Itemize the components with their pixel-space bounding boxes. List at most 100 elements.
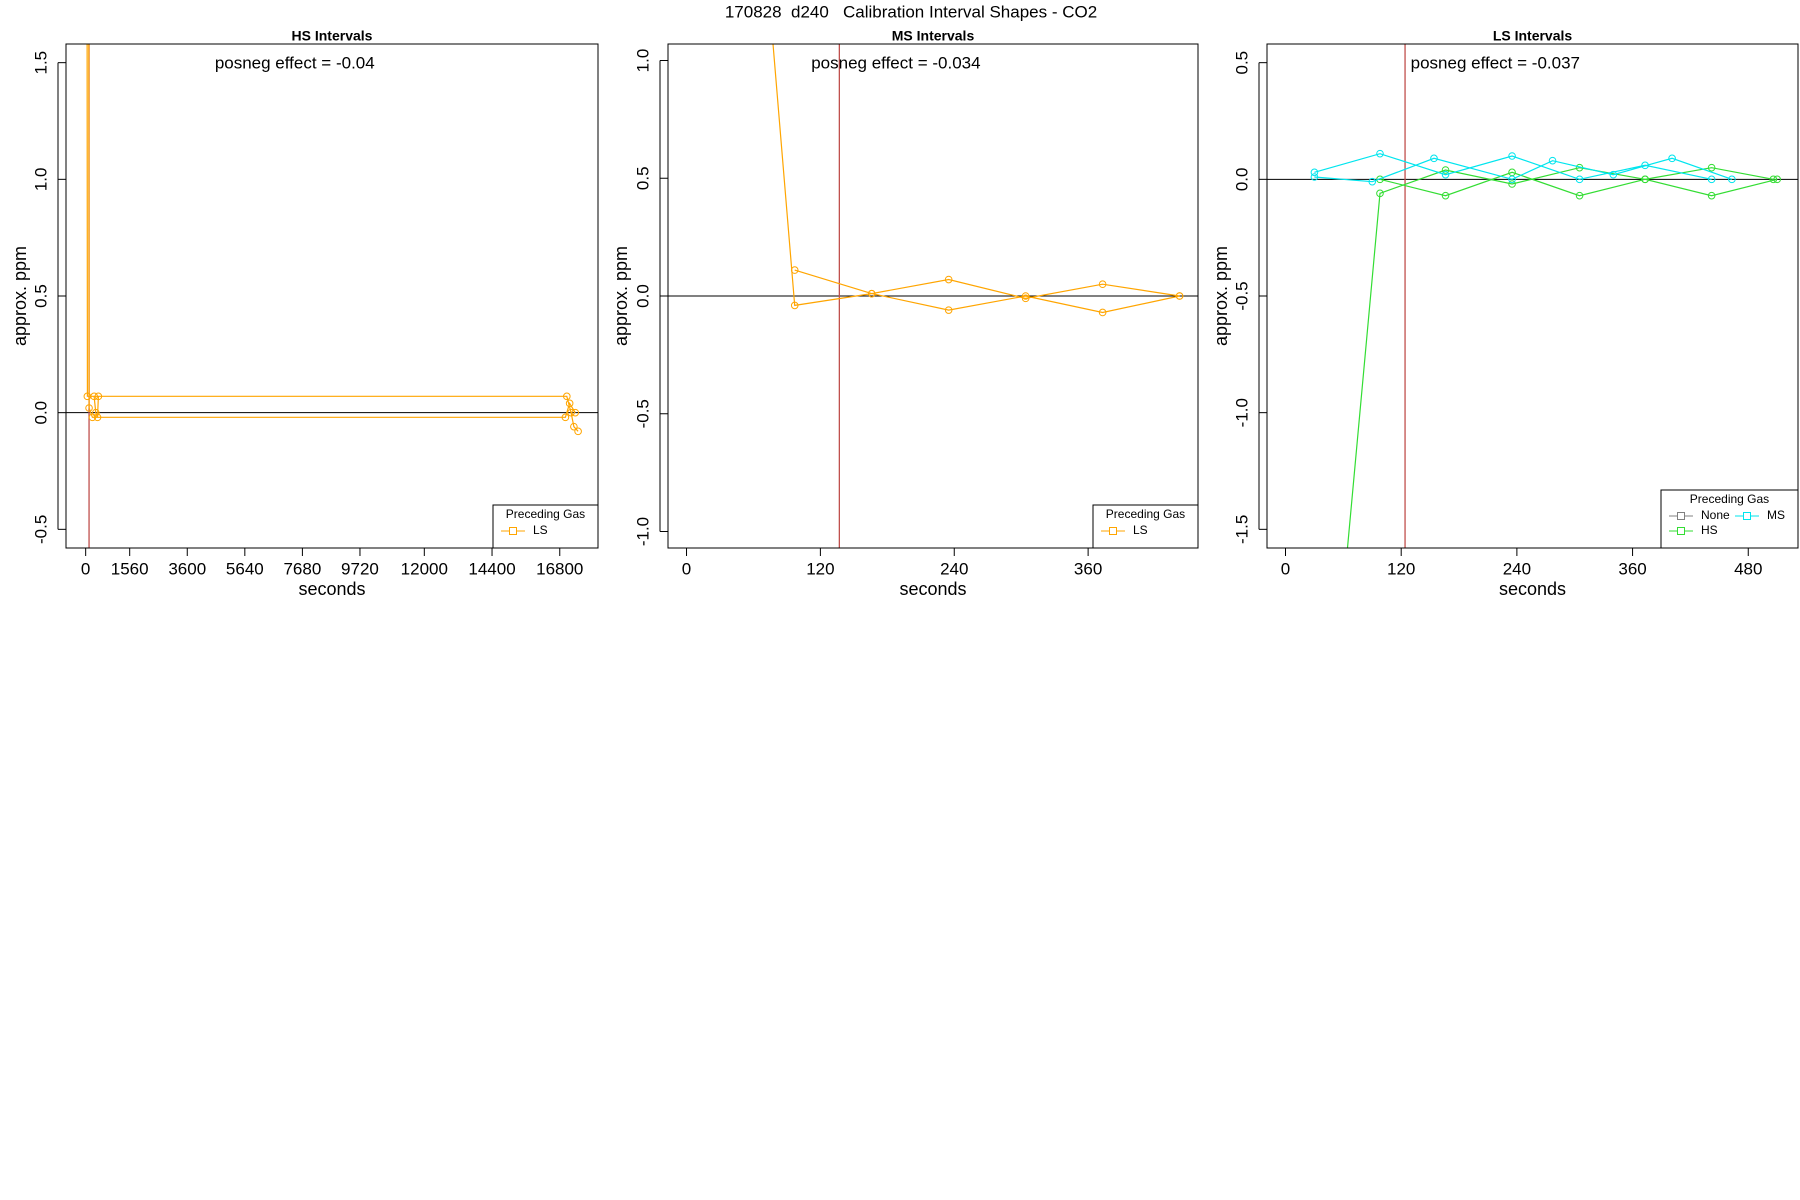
- data-point: [867, 289, 876, 298]
- data-point: [1310, 173, 1319, 181]
- data-point: [85, 404, 93, 412]
- data-point: [790, 266, 799, 274]
- x-tick-label: 12000: [401, 559, 448, 578]
- legend-marker: [1677, 527, 1685, 535]
- data-point: [944, 306, 953, 314]
- y-tick-label: 1.0: [31, 168, 50, 192]
- x-tick-label: 16800: [536, 559, 583, 578]
- data-point: [1609, 170, 1618, 179]
- y-tick-label: 0.5: [633, 166, 652, 190]
- legend-label: HS: [1701, 523, 1718, 537]
- data-point: [1769, 175, 1778, 184]
- x-tick-label: 360: [1074, 559, 1102, 578]
- data-point: [1508, 175, 1516, 184]
- x-tick-label: 9720: [341, 559, 379, 578]
- data-point: [567, 408, 575, 417]
- data-point: [1728, 175, 1736, 184]
- x-tick-label: 240: [940, 559, 968, 578]
- data-point: [1668, 154, 1676, 163]
- data-point: [1098, 280, 1107, 289]
- y-tick-label: 0.0: [633, 284, 652, 308]
- y-tick-label: -0.5: [1232, 281, 1251, 310]
- plot-frame: [65, 43, 599, 549]
- legend-title: Preceding Gas: [1690, 492, 1769, 506]
- legend-title: Preceding Gas: [1106, 507, 1185, 521]
- series-line: [86, 44, 579, 432]
- x-tick-label: 240: [1503, 559, 1531, 578]
- x-tick-label: 1560: [111, 559, 149, 578]
- y-tick-label: -1.0: [633, 517, 652, 546]
- data-point: [1548, 156, 1557, 165]
- data-point: [1441, 166, 1450, 174]
- plot-area: [66, 44, 598, 548]
- x-tick-label: 3600: [168, 559, 206, 578]
- panel-title: HS Intervals: [292, 28, 373, 44]
- page-title: 170828 d240 Calibration Interval Shapes …: [725, 2, 1097, 21]
- legend-label: None: [1701, 508, 1730, 522]
- data-point: [944, 275, 953, 284]
- data-point: [1707, 163, 1716, 172]
- x-tick-label: 0: [1281, 559, 1290, 578]
- y-tick-label: 0.0: [1232, 168, 1251, 192]
- data-point: [1021, 294, 1030, 303]
- data-point: [563, 392, 571, 401]
- data-point: [1175, 292, 1184, 300]
- data-point: [574, 427, 582, 436]
- data-point: [1021, 292, 1030, 300]
- data-point: [790, 301, 799, 310]
- data-point: [92, 408, 100, 417]
- y-tick-label: 1.0: [633, 49, 652, 73]
- y-tick-label: -1.5: [1232, 515, 1251, 544]
- data-point: [1508, 180, 1516, 188]
- legend-marker: [1109, 527, 1117, 535]
- data-point: [1376, 175, 1384, 184]
- x-tick-label: 7680: [283, 559, 321, 578]
- data-point: [93, 413, 102, 422]
- y-tick-label: -0.5: [633, 399, 652, 428]
- data-point: [1441, 191, 1450, 200]
- legend-label: MS: [1767, 508, 1785, 522]
- series-line: [1346, 167, 1778, 548]
- data-point: [1376, 189, 1384, 198]
- y-tick-label: 1.5: [31, 51, 50, 75]
- data-point: [1098, 308, 1107, 317]
- x-tick-label: 120: [806, 559, 834, 578]
- x-axis-label: seconds: [1499, 579, 1566, 599]
- data-point: [1376, 149, 1384, 158]
- data-point: [1430, 154, 1438, 163]
- data-point: [1707, 191, 1716, 200]
- y-tick-label: 0.5: [1232, 51, 1251, 75]
- data-point: [1368, 177, 1377, 186]
- series-line: [772, 44, 1180, 314]
- data-point: [1508, 152, 1516, 160]
- data-point: [1441, 170, 1450, 179]
- plot-area: [668, 44, 1198, 548]
- x-tick-label: 480: [1734, 559, 1762, 578]
- series-line: [1314, 153, 1733, 183]
- data-point: [570, 422, 578, 431]
- y-tick-label: -1.0: [1232, 398, 1251, 427]
- data-point: [561, 413, 570, 422]
- legend-marker: [1743, 512, 1751, 520]
- panel-title: LS Intervals: [1493, 28, 1573, 44]
- data-point: [1641, 161, 1649, 170]
- data-point: [1575, 191, 1584, 200]
- x-tick-label: 360: [1618, 559, 1646, 578]
- annotation: posneg effect = -0.034: [811, 53, 980, 72]
- data-point: [565, 399, 574, 408]
- data-point: [94, 392, 103, 401]
- x-tick-label: 0: [81, 559, 90, 578]
- data-point: [1310, 168, 1319, 177]
- annotation: posneg effect = -0.037: [1411, 53, 1580, 72]
- data-point: [1773, 175, 1781, 184]
- y-tick-label: -0.5: [31, 515, 50, 544]
- data-point: [90, 392, 98, 401]
- plot-frame: [667, 43, 1199, 549]
- annotation: posneg effect = -0.04: [215, 53, 375, 72]
- data-point: [1641, 175, 1649, 184]
- legend-title: Preceding Gas: [506, 507, 585, 521]
- legend-label: LS: [1133, 523, 1148, 537]
- plot-area: [1267, 44, 1798, 548]
